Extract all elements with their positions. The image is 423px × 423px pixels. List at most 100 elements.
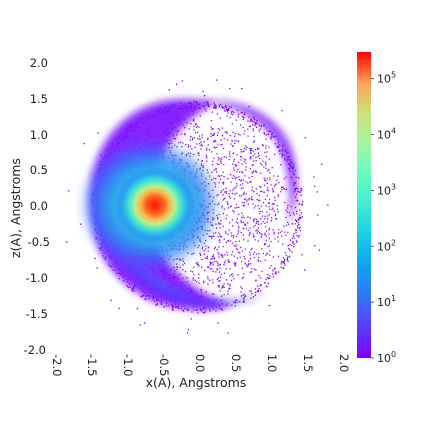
scatter-point [297,200,299,202]
scatter-point [249,271,252,273]
scatter-point [224,197,226,199]
scatter-point [229,116,231,119]
scatter-point [275,183,277,186]
scatter-point [202,169,204,172]
scatter-point [181,80,184,82]
y-tick-label: -1.0 [26,271,48,285]
scatter-point [241,287,243,290]
x-tick-label: 0.0 [193,354,207,372]
scatter-point [227,283,229,285]
scatter-point [206,160,208,162]
scatter-point [257,205,259,207]
scatter-point [273,185,276,187]
scatter-point [233,278,235,280]
scatter-point [211,164,214,166]
scatter-point [228,260,230,262]
scatter-point [176,83,178,85]
scatter-point [211,134,213,136]
scatter-point [293,214,295,216]
scatter-point [208,279,211,281]
scatter-point [225,232,227,234]
scatter-point [234,164,236,166]
scatter-point [299,218,302,220]
scatter-point [242,301,245,303]
scatter-point [201,134,203,136]
scatter-point [182,264,184,266]
scatter-point [209,310,211,312]
scatter-point [187,152,190,154]
scatter-point [273,268,275,270]
scatter-point [272,273,274,275]
x-tick-label: 2.0 [337,354,351,372]
scatter-point [265,226,267,228]
scatter-point [272,207,274,209]
scatter-point [267,218,269,220]
scatter-point [219,307,221,310]
scatter-point [195,262,197,264]
scatter-point [222,194,224,196]
scatter-point [186,153,188,155]
scatter-point [172,307,174,309]
scatter-point [295,220,297,222]
scatter-point [264,222,266,224]
colorbar-tick-label: 100 [377,350,396,365]
scatter-point [243,117,245,119]
scatter-point [236,185,238,187]
scatter-point [250,271,253,273]
scatter-point [252,141,255,143]
scatter-point [240,187,243,190]
scatter-point [264,282,266,284]
scatter-point [284,201,286,204]
scatter-point [211,279,214,281]
scatter-point [208,183,210,185]
scatter-point [239,134,241,136]
scatter-point [250,156,252,158]
scatter-point [234,140,236,142]
scatter-point [219,276,221,278]
scatter-point [243,239,245,241]
scatter-point [221,255,224,257]
scatter-point [233,160,235,162]
scatter-point [293,233,295,235]
scatter-point [224,254,226,256]
scatter-point [236,176,238,179]
scatter-point [212,128,214,130]
scatter-point [225,192,227,194]
scatter-point [228,158,230,161]
scatter-point [297,188,299,190]
x-tick-label: -2.0 [50,354,64,376]
scatter-point [241,267,243,269]
scatter-point [261,248,263,250]
scatter-point [126,285,128,287]
scatter-point [127,286,129,288]
scatter-point [262,221,264,223]
scatter-point [257,230,259,232]
scatter-point [182,269,184,271]
scatter-point [270,184,272,186]
scatter-point [199,252,201,254]
scatter-point [215,310,217,312]
scatter-point [199,167,201,169]
scatter-point [220,139,222,141]
scatter-point [277,232,279,234]
scatter-point [243,217,245,219]
scatter-point [173,266,175,269]
scatter-point [248,234,250,236]
scatter-point [219,235,221,238]
scatter-point [270,219,272,222]
scatter-point [211,255,214,257]
scatter-point [264,162,267,164]
scatter-point [242,183,244,185]
scatter-point [295,200,297,202]
scatter-point [257,227,259,229]
scatter-point [222,245,225,248]
scatter-point [213,106,216,109]
scatter-point [217,204,219,206]
scatter-point [255,156,257,159]
scatter-point [213,293,215,295]
scatter-point [248,198,250,200]
scatter-point [272,136,274,138]
scatter-point [287,245,289,247]
y-tick-label: 2.0 [30,56,48,70]
scatter-point [272,190,274,192]
